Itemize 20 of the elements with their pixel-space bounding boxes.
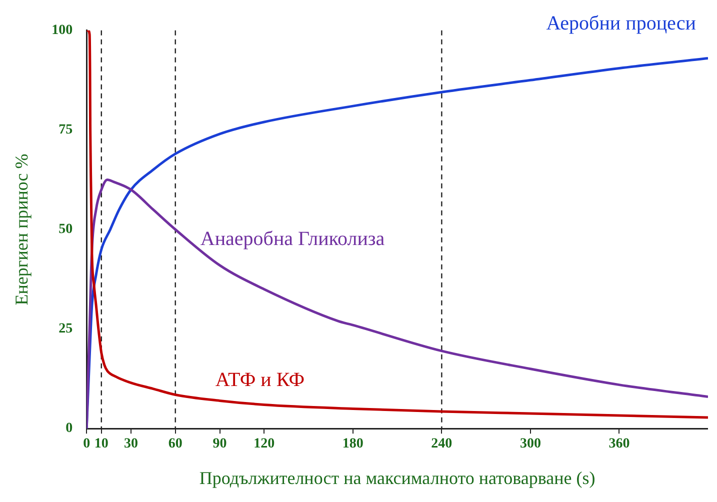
x-tick-label: 360	[608, 436, 630, 452]
y-axis-title: Енергиен принос %	[12, 154, 32, 306]
series-label: Аеробни процеси	[546, 12, 696, 35]
y-tick-label: 100	[52, 23, 73, 38]
series-label: Анаеробна Гликолиза	[200, 228, 385, 250]
x-tick-label: 180	[342, 436, 364, 452]
x-tick-label: 30	[124, 436, 138, 452]
x-tick-label: 60	[168, 436, 182, 452]
y-tick-label: 75	[58, 122, 73, 138]
x-tick-label: 0	[83, 436, 90, 452]
x-tick-label: 90	[212, 436, 227, 452]
x-tick-label: 10	[94, 436, 108, 452]
y-tick-label: 25	[58, 322, 73, 337]
x-tick-label: 120	[254, 436, 275, 452]
series-label: АТФ и КФ	[215, 369, 305, 392]
y-tick-label: 0	[66, 421, 73, 436]
x-tick-label: 300	[520, 436, 541, 452]
x-tick-label: 240	[431, 436, 452, 452]
y-tick-label: 50	[58, 222, 73, 238]
x-axis-title: Продължителност на максималното натоварване (s)	[199, 468, 596, 488]
